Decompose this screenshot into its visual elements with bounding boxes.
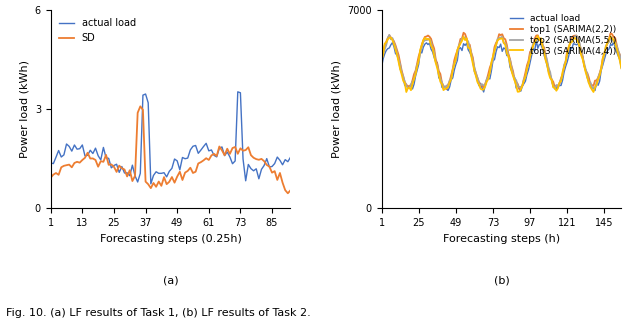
top2 (SARIMA(5,5)) (551, 87, 559, 91)
actual load (574, 42, 582, 46)
top2 (SARIMA(5,5)) (469, 59, 477, 63)
Line: top1 (SARIMA(2,2)): top1 (SARIMA(2,2)) (382, 33, 621, 89)
SD (236, 146, 244, 150)
SD (287, 188, 294, 192)
actual load (234, 90, 242, 94)
SD (239, 149, 247, 153)
top1 (SARIMA(2,2)) (378, 57, 385, 61)
top3 (SARIMA(4,4)) (574, 40, 582, 43)
actual load (467, 54, 475, 58)
actual load (47, 161, 55, 165)
SD (226, 152, 234, 156)
actual load (287, 155, 294, 159)
SD (192, 170, 200, 174)
actual load (477, 81, 484, 85)
SD (242, 148, 250, 152)
top2 (SARIMA(5,5)) (618, 61, 625, 64)
top3 (SARIMA(4,4)) (547, 76, 554, 80)
actual load (245, 163, 252, 167)
Y-axis label: Power load (kWh): Power load (kWh) (332, 60, 342, 158)
SD (250, 156, 257, 160)
Line: actual load: actual load (51, 92, 290, 184)
top3 (SARIMA(4,4)) (378, 58, 385, 62)
top2 (SARIMA(5,5)) (439, 85, 447, 89)
actual load (226, 155, 234, 159)
top2 (SARIMA(5,5)) (385, 33, 393, 37)
Line: top3 (SARIMA(4,4)): top3 (SARIMA(4,4)) (382, 36, 621, 92)
actual load (522, 79, 529, 83)
top2 (SARIMA(5,5)) (478, 82, 486, 86)
top3 (SARIMA(4,4)) (469, 62, 477, 65)
Y-axis label: Power load (kWh): Power load (kWh) (19, 60, 29, 158)
Legend: actual load, SD: actual load, SD (56, 15, 140, 47)
top1 (SARIMA(2,2)) (443, 87, 450, 91)
top2 (SARIMA(5,5)) (545, 66, 552, 70)
top2 (SARIMA(5,5)) (522, 75, 529, 78)
actual load (533, 39, 540, 42)
SD (47, 176, 55, 179)
Line: actual load: actual load (382, 40, 621, 92)
top1 (SARIMA(2,2)) (523, 64, 531, 67)
top3 (SARIMA(4,4)) (439, 88, 447, 92)
X-axis label: Forecasting steps (h): Forecasting steps (h) (443, 234, 560, 244)
top2 (SARIMA(5,5)) (378, 60, 385, 64)
top1 (SARIMA(2,2)) (470, 66, 478, 70)
top3 (SARIMA(4,4)) (478, 87, 486, 91)
top3 (SARIMA(4,4)) (522, 75, 529, 79)
X-axis label: Forecasting steps (0.25h): Forecasting steps (0.25h) (100, 234, 242, 244)
top1 (SARIMA(2,2)) (480, 86, 488, 89)
actual load (438, 85, 446, 89)
top1 (SARIMA(2,2)) (460, 31, 467, 35)
Legend: actual load, top1 (SARIMA(2,2)), top2 (SARIMA(5,5)), top3 (SARIMA(4,4)): actual load, top1 (SARIMA(2,2)), top2 (S… (506, 11, 621, 59)
SD (284, 191, 292, 195)
top3 (SARIMA(4,4)) (618, 66, 625, 70)
actual load (480, 90, 488, 94)
actual load (378, 65, 385, 69)
top3 (SARIMA(4,4)) (534, 34, 541, 38)
top2 (SARIMA(5,5)) (574, 37, 582, 41)
top3 (SARIMA(4,4)) (403, 90, 410, 94)
Text: Fig. 10. (a) LF results of Task 1, (b) LF results of Task 2.: Fig. 10. (a) LF results of Task 1, (b) L… (6, 307, 311, 318)
actual load (147, 182, 155, 186)
top1 (SARIMA(2,2)) (547, 74, 554, 77)
actual load (547, 73, 554, 76)
Line: top2 (SARIMA(5,5)): top2 (SARIMA(5,5)) (382, 35, 621, 89)
actual load (252, 167, 260, 171)
top1 (SARIMA(2,2)) (574, 36, 582, 40)
SD (136, 104, 144, 108)
top1 (SARIMA(2,2)) (438, 81, 446, 85)
actual load (618, 66, 625, 70)
Title: (a): (a) (163, 276, 178, 286)
Line: SD: SD (51, 106, 290, 193)
actual load (239, 157, 247, 161)
Title: (b): (b) (494, 276, 509, 286)
actual load (242, 179, 250, 183)
actual load (192, 144, 200, 147)
top1 (SARIMA(2,2)) (618, 61, 625, 64)
